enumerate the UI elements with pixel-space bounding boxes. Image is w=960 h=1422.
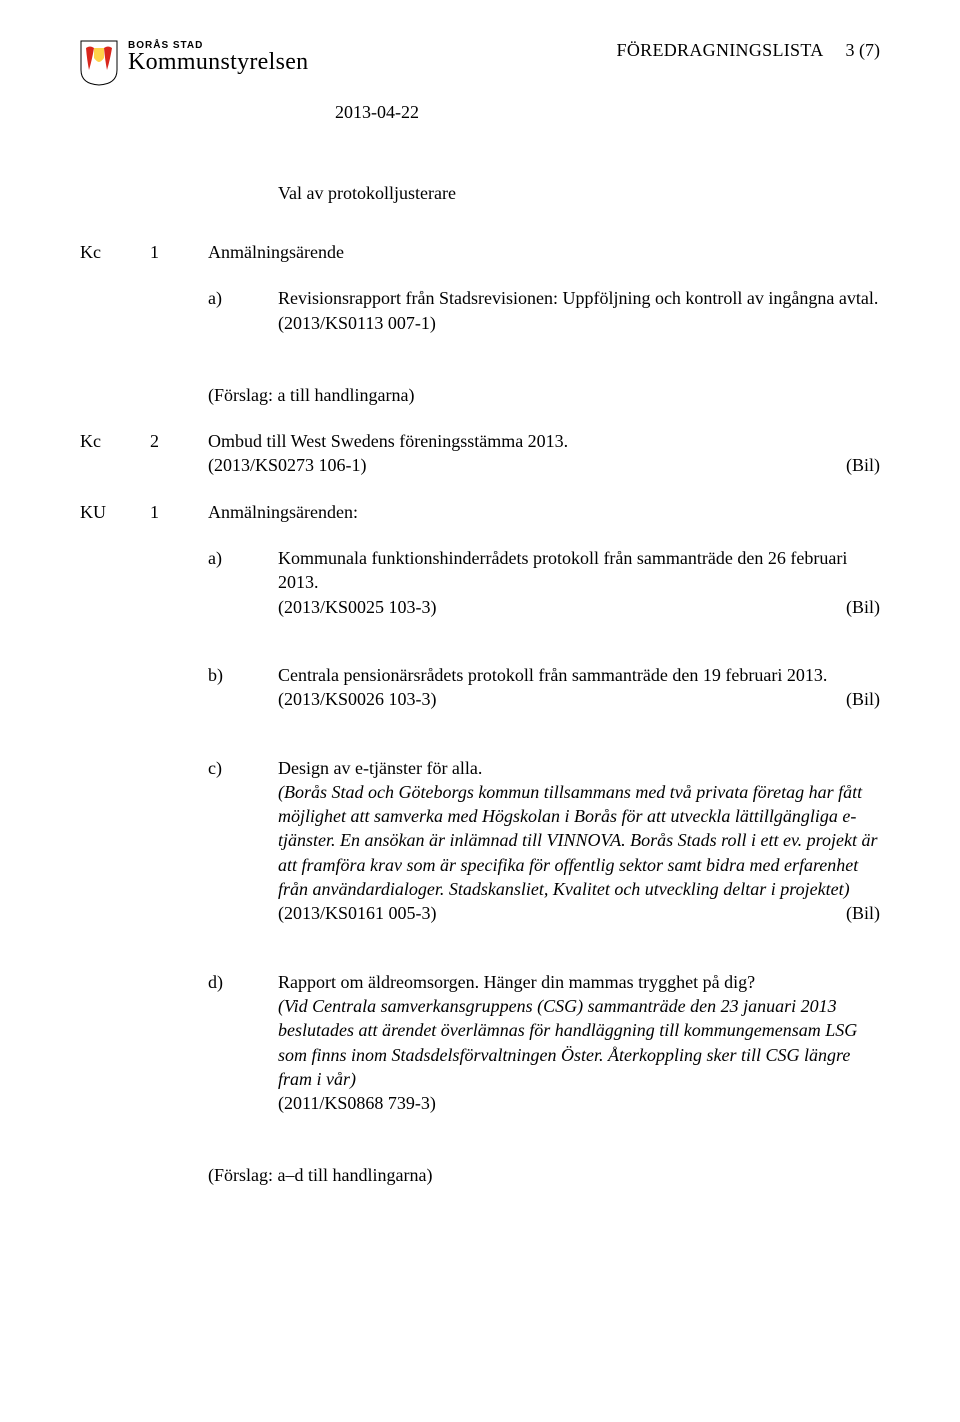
agenda-subitem: a) Revisionsrapport från Stadsrevisionen… [80,286,880,357]
page-header: BORÅS STAD Kommunstyrelsen FÖREDRAGNINGS… [80,40,880,86]
bil-tag: (Bil) [846,901,880,925]
agenda-footer: (Förslag: a–d till handlingarna) [80,1159,880,1187]
subitem-italic: (Borås Stad och Göteborgs kommun tillsam… [278,780,880,901]
item-code: KU [80,500,150,524]
subitem-letter: a) [208,546,278,570]
agenda-item: KU 1 Anmälningsärenden: [80,500,880,524]
item-number: 2 [150,429,208,453]
subitem-letter: d) [208,970,278,994]
document-date: 2013-04-22 [335,102,880,123]
bil-tag: (Bil) [846,595,880,619]
subitem-ref: (2013/KS0161 005-3) [278,901,437,925]
agenda-subitem: a) Kommunala funktionshinderrådets proto… [80,546,880,641]
forslag-text: (Förslag: a–d till handlingarna) [208,1163,880,1187]
agenda-item: Kc 2 Ombud till West Swedens föreningsst… [80,429,880,478]
section-title: Val av protokolljusterare [278,183,880,204]
logo-block: BORÅS STAD Kommunstyrelsen [80,40,308,86]
item-code: Kc [80,429,150,453]
logo-text: BORÅS STAD Kommunstyrelsen [128,40,308,76]
agenda-subitem: d) Rapport om äldreomsorgen. Hänger din … [80,970,880,1138]
bil-tag: (Bil) [846,453,880,477]
agenda-footer: (Förslag: a till handlingarna) [80,379,880,407]
subitem-text: Rapport om äldreomsorgen. Hänger din mam… [278,970,880,994]
subitem-letter: c) [208,756,278,780]
document-title: FÖREDRAGNINGSLISTA [617,40,824,60]
agenda-subitem: c) Design av e-tjänster för alla. (Borås… [80,756,880,948]
item-title: Ombud till West Swedens föreningsstämma … [208,429,880,453]
item-ref: (2013/KS0273 106-1) [208,453,367,477]
item-title: Anmälningsärende [208,240,880,264]
agenda-subitem: b) Centrala pensionärsrådets protokoll f… [80,663,880,734]
shield-icon [80,40,118,86]
subitem-ref: (2013/KS0025 103-3) [278,595,437,619]
subitem-letter: a) [208,286,278,310]
subitem-text: Kommunala funktionshinderrådets protokol… [278,546,880,595]
item-number: 1 [150,240,208,264]
forslag-text: (Förslag: a till handlingarna) [208,383,880,407]
subitem-ref: (2013/KS0113 007-1) [278,311,880,335]
subitem-italic: (Vid Centrala samverkansgruppens (CSG) s… [278,994,880,1091]
agenda-item: Kc 1 Anmälningsärende [80,240,880,264]
item-title: Anmälningsärenden: [208,500,880,524]
item-number: 1 [150,500,208,524]
item-code: Kc [80,240,150,264]
subitem-letter: b) [208,663,278,687]
organization-name: Kommunstyrelsen [128,49,308,76]
doc-title-block: FÖREDRAGNINGSLISTA 3 (7) [617,40,880,61]
bil-tag: (Bil) [846,687,880,711]
subitem-text: Revisionsrapport från Stadsrevisionen: U… [278,286,880,310]
subitem-text: Centrala pensionärsrådets protokoll från… [278,663,880,687]
page-indicator: 3 (7) [846,40,881,60]
subitem-ref: (2013/KS0026 103-3) [278,687,437,711]
subitem-ref: (2011/KS0868 739-3) [278,1091,880,1115]
subitem-text: Design av e-tjänster för alla. [278,756,880,780]
